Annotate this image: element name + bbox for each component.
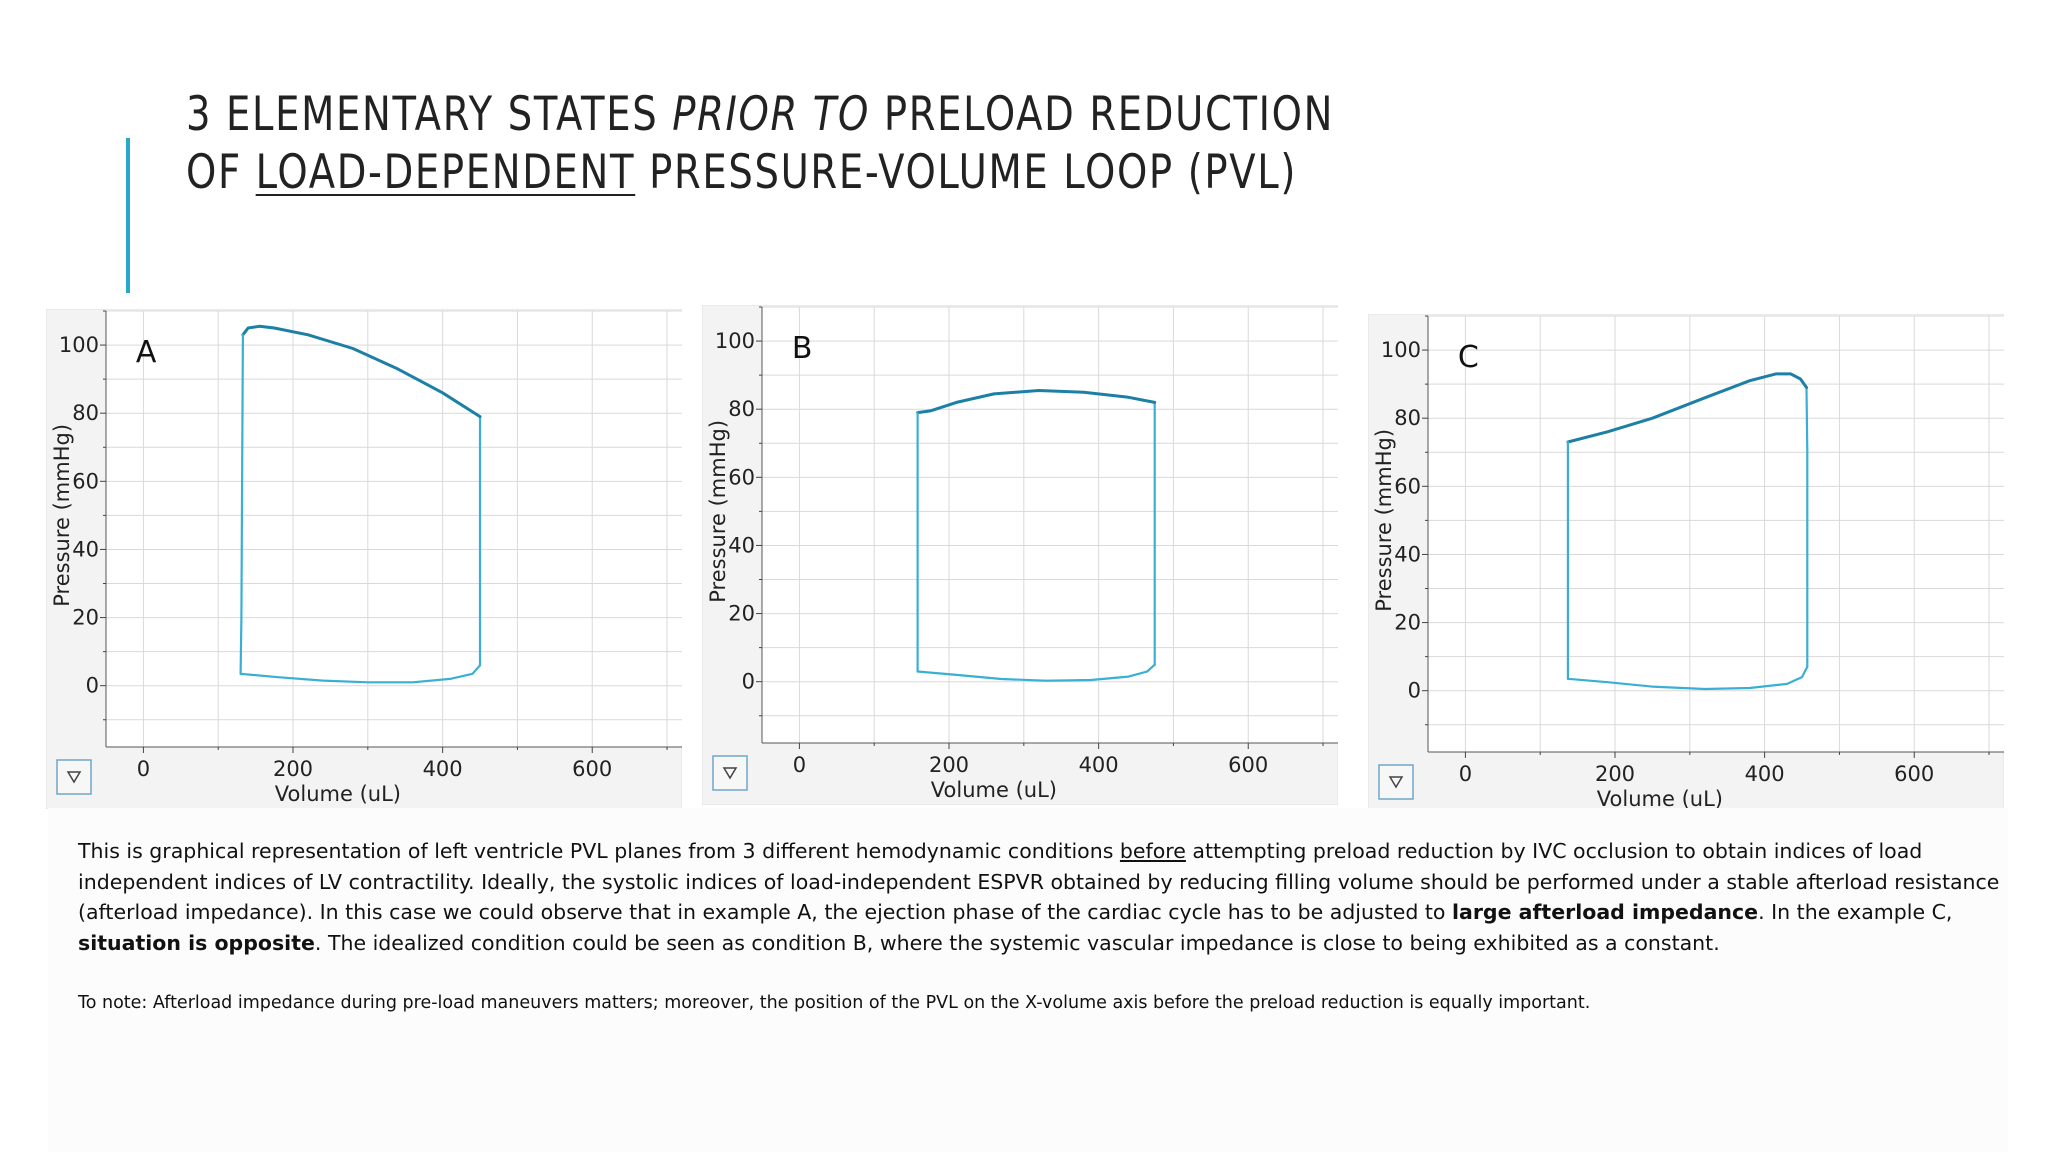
dropdown-triangle-icon[interactable]: [66, 771, 82, 784]
y-tick-label: 0: [1408, 679, 1421, 703]
pv-loop-ejection-line: [241, 324, 482, 419]
title-emphasis: PRIOR TO: [672, 87, 870, 142]
x-tick-label: 200: [929, 753, 969, 777]
caption-text: . The idealized condition could be seen …: [314, 930, 1720, 955]
chart-menu-button[interactable]: [712, 755, 748, 791]
y-tick-label: 80: [1394, 406, 1421, 430]
y-axis-title: Pressure (mmHg): [706, 420, 730, 603]
y-tick-label: 60: [1394, 474, 1421, 498]
title-underlined: LOAD-DEPENDENT: [255, 145, 636, 200]
pv-loop-chart-c: 0 20 40 60 80 100 0 200 400 600 Volume (uL) Pressur…: [1368, 314, 2004, 814]
y-tick-label: 40: [1394, 542, 1421, 566]
y-tick-label: 80: [728, 397, 755, 421]
title-text: 3 ELEMENTARY STATES: [186, 87, 673, 142]
y-axis-title: Pressure (mmHg): [50, 424, 74, 607]
chart-menu-button[interactable]: [56, 759, 92, 795]
pv-loop-isovolumic-relaxation-line: [239, 333, 244, 675]
dropdown-triangle-icon[interactable]: [1388, 776, 1404, 789]
y-tick-label: 100: [715, 329, 755, 353]
x-tick-label: 200: [1595, 762, 1635, 786]
pv-loop-chart-b: 0 20 40 60 80 100 0 200 400 600 Volume (uL) Pressur…: [702, 305, 1338, 805]
y-tick-label: 100: [59, 333, 99, 357]
title-text: PRELOAD REDUCTION: [869, 87, 1335, 142]
x-tick-label: 400: [1745, 762, 1785, 786]
x-axis-title: Volume (uL): [275, 782, 401, 806]
text-area-background: [48, 808, 2008, 1152]
y-tick-label: 20: [72, 606, 99, 630]
y-tick-label: 0: [742, 670, 755, 694]
pv-loop-filling-line: [1566, 665, 1809, 691]
panel-label: B: [792, 331, 813, 366]
title-line-2: OF LOAD-DEPENDENT PRESSURE-VOLUME LOOP (…: [186, 145, 1297, 200]
caption-bold: large afterload impedance: [1451, 900, 1759, 924]
x-tick-label: 400: [423, 757, 463, 781]
title-accent-bar: [126, 138, 130, 293]
pv-loop-filling-line: [239, 664, 482, 684]
title-text: OF: [186, 145, 256, 200]
caption-text: attempting preload reduction by IVC occl…: [78, 839, 2000, 924]
chart-svg: 0 20 40 60 80 100 0 200 400 600 Volume (uL) Pressur…: [1368, 314, 2004, 814]
title-text: PRESSURE-VOLUME LOOP (PVL): [635, 145, 1298, 200]
x-tick-label: 600: [1894, 762, 1934, 786]
pv-loop-filling-line: [916, 663, 1156, 682]
pv-loop-chart-a: 0 20 40 60 80 100 0 200 400 600 Volume (uL) Pressur…: [46, 309, 682, 809]
panel-label: C: [1458, 340, 1479, 375]
y-tick-label: 40: [72, 537, 99, 561]
chart-menu-button[interactable]: [1378, 764, 1414, 800]
plot-area: [106, 311, 682, 747]
chart-menu-button-frame[interactable]: [712, 755, 748, 791]
x-tick-label: 0: [137, 757, 150, 781]
x-tick-label: 600: [572, 757, 612, 781]
pv-loop-ejection-line: [916, 389, 1157, 415]
chart-svg: 0 20 40 60 80 100 0 200 400 600 Volume (uL) Pressur…: [46, 309, 682, 809]
dropdown-triangle-icon[interactable]: [722, 767, 738, 780]
y-tick-label: 0: [86, 674, 99, 698]
chart-menu-button-frame[interactable]: [1378, 764, 1414, 800]
y-tick-label: 60: [72, 469, 99, 493]
caption-paragraph: This is graphical representation of left…: [78, 836, 2008, 958]
x-tick-label: 0: [1459, 762, 1472, 786]
x-axis-title: Volume (uL): [931, 778, 1057, 802]
y-tick-label: 20: [728, 602, 755, 626]
caption-underlined: before: [1119, 839, 1186, 863]
x-tick-label: 400: [1079, 753, 1119, 777]
y-tick-label: 60: [728, 465, 755, 489]
y-tick-label: 100: [1381, 338, 1421, 362]
y-tick-label: 40: [728, 533, 755, 557]
caption-text: This is graphical representation of left…: [78, 839, 1120, 863]
pv-loop-isovolumic-contraction-line: [1805, 386, 1809, 668]
y-axis-title: Pressure (mmHg): [1372, 429, 1396, 612]
title-line-1: 3 ELEMENTARY STATES PRIOR TO PRELOAD RED…: [186, 87, 1334, 142]
x-tick-label: 200: [273, 757, 313, 781]
pv-loop-ejection-line: [1566, 372, 1808, 444]
x-tick-label: 0: [793, 753, 806, 777]
caption-bold: situation is opposite: [78, 930, 315, 955]
x-axis-title: Volume (uL): [1597, 787, 1723, 811]
y-tick-label: 20: [1394, 611, 1421, 635]
plot-area: [762, 307, 1338, 743]
chart-menu-button-frame[interactable]: [56, 759, 92, 795]
x-tick-label: 600: [1228, 753, 1268, 777]
chart-svg: 0 20 40 60 80 100 0 200 400 600 Volume (uL) Pressur…: [702, 305, 1338, 805]
plot-area: [1428, 316, 2004, 752]
panel-label: A: [136, 335, 157, 370]
slide-title: 3 ELEMENTARY STATES PRIOR TO PRELOAD RED…: [186, 86, 1334, 202]
y-tick-label: 80: [72, 401, 99, 425]
note-paragraph: To note: Afterload impedance during pre-…: [78, 993, 1591, 1013]
caption-text: . In the example C,: [1758, 900, 1953, 924]
